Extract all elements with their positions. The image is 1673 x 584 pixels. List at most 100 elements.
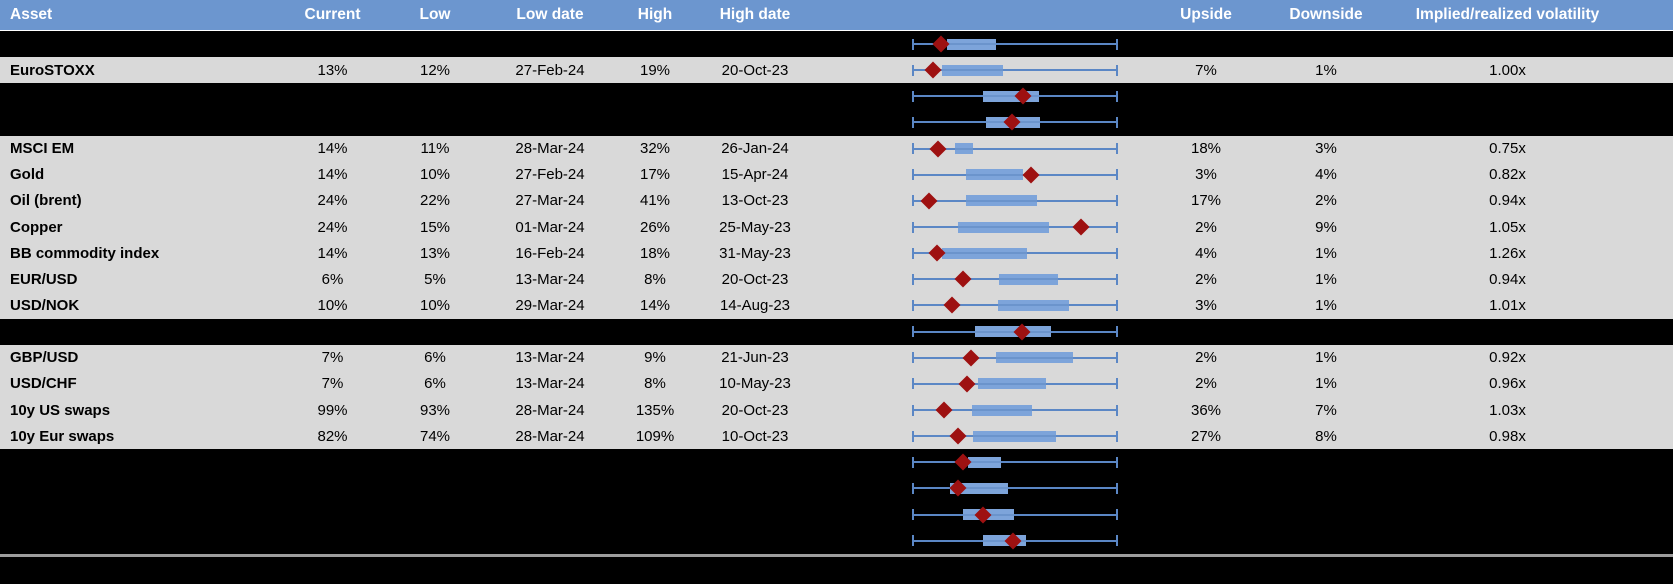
cell-low[interactable]: 74% xyxy=(419,427,451,445)
cell-low[interactable] xyxy=(385,449,485,475)
cell-high-date[interactable]: 21-Jun-23 xyxy=(721,349,789,367)
cell-upside[interactable]: 4% xyxy=(1195,244,1217,262)
cell-downside[interactable]: 4% xyxy=(1315,166,1337,184)
cell-low[interactable] xyxy=(385,31,485,57)
cell-high-date[interactable]: 26-Jan-24 xyxy=(721,140,789,158)
cell-downside[interactable]: 2% xyxy=(1315,192,1337,210)
cell-impl-real[interactable] xyxy=(1380,502,1635,528)
cell-low[interactable] xyxy=(385,475,485,501)
cell-high[interactable] xyxy=(615,109,695,135)
cell-current[interactable] xyxy=(280,528,385,554)
cell-impl-real[interactable] xyxy=(1380,449,1635,475)
cell-asset[interactable] xyxy=(0,528,280,554)
cell-high[interactable]: 8% xyxy=(644,270,666,288)
cell-low[interactable]: 5% xyxy=(424,270,446,288)
cell-downside[interactable]: 9% xyxy=(1315,218,1337,236)
cell-upside[interactable] xyxy=(1140,449,1272,475)
cell-downside[interactable]: 8% xyxy=(1315,427,1337,445)
cell-high[interactable] xyxy=(615,528,695,554)
cell-high-date[interactable]: 25-May-23 xyxy=(719,218,791,236)
cell-chart[interactable] xyxy=(815,397,1140,423)
cell-low-date[interactable]: 28-Mar-24 xyxy=(515,140,585,158)
cell-high[interactable] xyxy=(615,31,695,57)
cell-low-date[interactable]: 01-Mar-24 xyxy=(515,218,585,236)
cell-upside[interactable] xyxy=(1140,502,1272,528)
cell-asset[interactable]: 10y Eur swaps xyxy=(10,427,115,445)
cell-asset[interactable] xyxy=(0,475,280,501)
cell-low-date[interactable] xyxy=(485,109,615,135)
column-header-upside[interactable]: Upside xyxy=(1180,6,1232,23)
range-boxplot[interactable] xyxy=(815,449,1140,475)
column-header-high[interactable]: High xyxy=(637,6,673,23)
range-boxplot[interactable] xyxy=(815,345,1140,371)
cell-upside[interactable]: 3% xyxy=(1195,166,1217,184)
cell-impl-real[interactable]: 0.75x xyxy=(1489,140,1526,158)
cell-upside[interactable]: 2% xyxy=(1195,218,1217,236)
cell-upside[interactable] xyxy=(1140,31,1272,57)
cell-low[interactable] xyxy=(385,109,485,135)
cell-asset[interactable]: MSCI EM xyxy=(10,140,75,158)
cell-chart[interactable] xyxy=(815,162,1140,188)
cell-high-date[interactable] xyxy=(695,319,815,345)
cell-low-date[interactable] xyxy=(485,31,615,57)
cell-asset[interactable] xyxy=(0,109,280,135)
cell-chart[interactable] xyxy=(815,449,1140,475)
cell-upside[interactable]: 18% xyxy=(1190,140,1222,158)
cell-asset[interactable] xyxy=(0,502,280,528)
range-boxplot[interactable] xyxy=(815,214,1140,240)
cell-asset[interactable]: USD/NOK xyxy=(10,296,80,314)
cell-low-date[interactable]: 16-Feb-24 xyxy=(515,244,585,262)
cell-low-date[interactable]: 28-Mar-24 xyxy=(515,427,585,445)
column-header-implied-realized-volatility[interactable]: Implied/realized volatility xyxy=(1415,6,1600,23)
cell-upside[interactable] xyxy=(1140,475,1272,501)
cell-chart[interactable] xyxy=(815,319,1140,345)
cell-downside[interactable] xyxy=(1272,83,1380,109)
cell-upside[interactable]: 7% xyxy=(1195,61,1217,79)
cell-low-date[interactable] xyxy=(485,319,615,345)
cell-high-date[interactable] xyxy=(695,475,815,501)
cell-high-date[interactable] xyxy=(695,83,815,109)
cell-high-date[interactable]: 20-Oct-23 xyxy=(721,401,789,419)
cell-asset[interactable]: GBP/USD xyxy=(10,349,79,367)
cell-low-date[interactable] xyxy=(485,83,615,109)
cell-high-date[interactable] xyxy=(695,528,815,554)
cell-high[interactable]: 9% xyxy=(644,349,666,367)
cell-upside[interactable]: 27% xyxy=(1190,427,1222,445)
cell-chart[interactable] xyxy=(815,83,1140,109)
cell-high-date[interactable]: 14-Aug-23 xyxy=(719,296,791,314)
cell-downside[interactable]: 1% xyxy=(1315,349,1337,367)
cell-impl-real[interactable]: 1.05x xyxy=(1489,218,1526,236)
cell-low[interactable]: 6% xyxy=(424,349,446,367)
cell-upside[interactable]: 3% xyxy=(1195,296,1217,314)
cell-impl-real[interactable]: 1.03x xyxy=(1489,401,1526,419)
range-boxplot[interactable] xyxy=(815,319,1140,345)
cell-high-date[interactable]: 20-Oct-23 xyxy=(721,61,789,79)
cell-high-date[interactable]: 13-Oct-23 xyxy=(721,192,789,210)
column-header-high-date[interactable]: High date xyxy=(719,6,791,23)
range-boxplot[interactable] xyxy=(815,162,1140,188)
cell-high-date[interactable]: 10-Oct-23 xyxy=(721,427,789,445)
cell-low[interactable] xyxy=(385,319,485,345)
cell-current[interactable]: 10% xyxy=(317,296,348,314)
cell-low-date[interactable]: 27-Feb-24 xyxy=(515,166,585,184)
cell-current[interactable]: 6% xyxy=(321,270,344,288)
cell-upside[interactable] xyxy=(1140,319,1272,345)
cell-asset[interactable]: EUR/USD xyxy=(10,270,78,288)
cell-downside[interactable] xyxy=(1272,475,1380,501)
cell-low-date[interactable]: 29-Mar-24 xyxy=(515,296,585,314)
cell-downside[interactable] xyxy=(1272,31,1380,57)
cell-upside[interactable] xyxy=(1140,109,1272,135)
cell-current[interactable] xyxy=(280,475,385,501)
range-boxplot[interactable] xyxy=(815,57,1140,83)
cell-low[interactable]: 11% xyxy=(420,140,450,158)
range-boxplot[interactable] xyxy=(815,475,1140,501)
cell-high[interactable]: 41% xyxy=(639,192,671,210)
cell-current[interactable] xyxy=(280,83,385,109)
cell-high[interactable]: 14% xyxy=(639,296,671,314)
range-boxplot[interactable] xyxy=(815,423,1140,449)
cell-high[interactable] xyxy=(615,475,695,501)
cell-low-date[interactable] xyxy=(485,475,615,501)
cell-asset[interactable] xyxy=(0,449,280,475)
cell-high[interactable] xyxy=(615,319,695,345)
range-boxplot[interactable] xyxy=(815,371,1140,397)
